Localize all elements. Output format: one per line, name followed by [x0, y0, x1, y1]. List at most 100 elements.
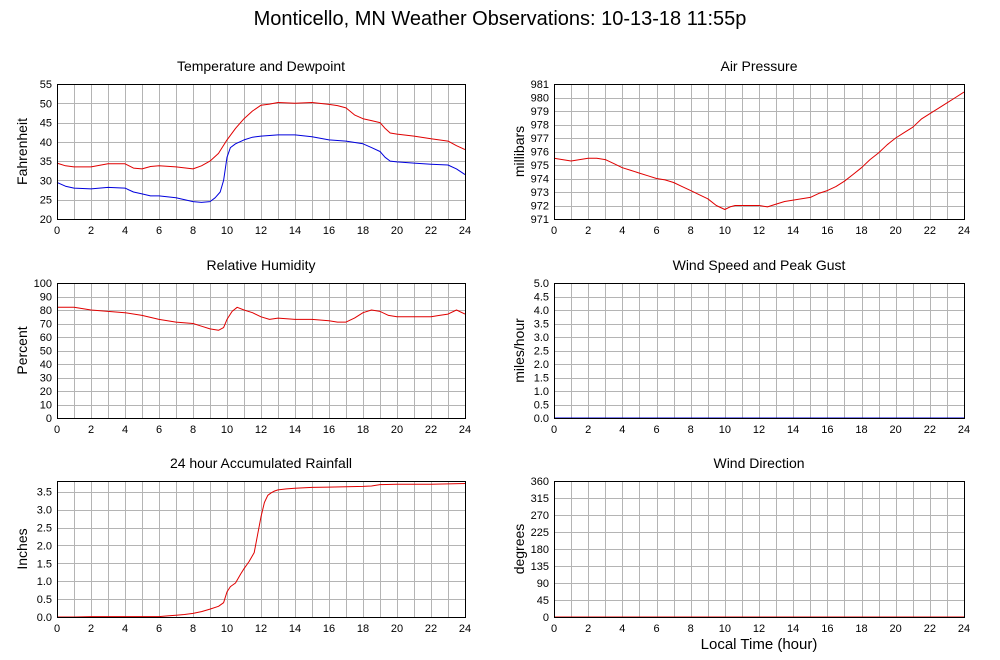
x-tick-label: 12 [753, 424, 765, 436]
plot-frame [57, 283, 466, 419]
x-tick-label: 10 [221, 623, 233, 635]
x-tick-label: 16 [323, 623, 335, 635]
y-tick-label: 50 [40, 98, 52, 110]
plot-frame [554, 283, 965, 419]
x-tick-label: 6 [156, 623, 162, 635]
x-tick-label: 6 [653, 225, 659, 237]
y-tick-label: 979 [531, 106, 549, 118]
x-tick-label: 16 [323, 225, 335, 237]
x-tick-label: 12 [255, 424, 267, 436]
y-tick-label: 45 [537, 595, 549, 607]
x-tick-label: 14 [787, 424, 799, 436]
series-line-1 [57, 483, 466, 618]
x-tick-label: 22 [425, 225, 437, 237]
x-tick-label: 0 [551, 623, 557, 635]
x-tick-label: 14 [289, 623, 301, 635]
y-tick-label: 974 [531, 174, 549, 186]
page-title: Monticello, MN Weather Observations: 10-… [253, 8, 747, 30]
x-tick-label: 14 [787, 225, 799, 237]
y-tick-label: 50 [40, 346, 52, 358]
y-tick-label: 20 [40, 214, 52, 226]
y-tick-label: 2.5 [534, 346, 549, 358]
x-tick-label: 0 [551, 225, 557, 237]
x-tick-label: 6 [156, 424, 162, 436]
x-tick-label: 2 [585, 424, 591, 436]
x-tick-label: 24 [459, 225, 471, 237]
x-tick-label: 22 [924, 424, 936, 436]
x-tick-label: 2 [88, 225, 94, 237]
x-tick-label: 24 [958, 225, 970, 237]
y-tick-label: 981 [531, 79, 549, 91]
global-x-axis-label: Local Time (hour) [700, 636, 818, 653]
x-tick-label: 24 [958, 623, 970, 635]
x-tick-label: 20 [890, 424, 902, 436]
plot-frame [57, 481, 466, 618]
chart-title: Temperature and Dewpoint [177, 58, 345, 74]
x-tick-label: 24 [459, 623, 471, 635]
y-axis-label: Fahrenheit [14, 118, 30, 185]
x-tick-label: 20 [391, 424, 403, 436]
series-line-1 [553, 91, 965, 210]
y-tick-label: 0 [543, 612, 549, 624]
y-tick-label: 972 [531, 201, 549, 213]
y-tick-label: 971 [531, 214, 549, 226]
series-line-1 [56, 102, 466, 170]
y-tick-label: 10 [40, 400, 52, 412]
y-tick-label: 100 [34, 278, 52, 290]
y-tick-label: 977 [531, 133, 549, 145]
y-tick-label: 0.5 [37, 594, 52, 606]
y-tick-label: 270 [531, 510, 549, 522]
x-tick-label: 8 [190, 225, 196, 237]
y-tick-label: 2.0 [534, 359, 549, 371]
y-tick-label: 20 [40, 386, 52, 398]
x-tick-label: 18 [855, 225, 867, 237]
y-axis-label: Inches [14, 528, 30, 569]
y-tick-label: 30 [40, 373, 52, 385]
x-tick-label: 6 [653, 424, 659, 436]
x-tick-label: 0 [551, 424, 557, 436]
y-tick-label: 25 [40, 195, 52, 207]
x-tick-label: 10 [221, 424, 233, 436]
y-tick-label: 2.5 [37, 523, 52, 535]
y-tick-label: 0.0 [534, 413, 549, 425]
y-axis-label: miles/hour [511, 318, 527, 383]
chart-title: 24 hour Accumulated Rainfall [170, 455, 352, 471]
x-tick-label: 18 [357, 424, 369, 436]
x-tick-label: 20 [890, 225, 902, 237]
x-tick-label: 8 [190, 623, 196, 635]
chart-title: Air Pressure [720, 58, 797, 74]
y-tick-label: 1.5 [37, 558, 52, 570]
x-tick-label: 6 [156, 225, 162, 237]
x-tick-label: 10 [719, 424, 731, 436]
y-tick-label: 0 [46, 413, 52, 425]
x-tick-label: 18 [357, 225, 369, 237]
x-tick-label: 14 [787, 623, 799, 635]
x-tick-label: 4 [619, 623, 625, 635]
y-tick-label: 0.5 [534, 400, 549, 412]
x-tick-label: 22 [924, 225, 936, 237]
y-tick-label: 180 [531, 544, 549, 556]
y-tick-label: 0.0 [37, 612, 52, 624]
series-line-1 [57, 306, 466, 331]
y-tick-label: 975 [531, 160, 549, 172]
y-tick-label: 4.0 [534, 305, 549, 317]
y-tick-label: 360 [531, 476, 549, 488]
y-tick-label: 980 [531, 93, 549, 105]
x-tick-label: 4 [122, 623, 128, 635]
y-tick-label: 40 [40, 359, 52, 371]
x-tick-label: 14 [289, 424, 301, 436]
x-tick-label: 24 [958, 424, 970, 436]
y-tick-label: 55 [40, 79, 52, 91]
x-tick-label: 22 [425, 424, 437, 436]
x-tick-label: 6 [653, 623, 659, 635]
x-tick-label: 12 [255, 623, 267, 635]
y-tick-label: 80 [40, 305, 52, 317]
y-tick-label: 40 [40, 137, 52, 149]
series-line-2 [56, 134, 466, 203]
x-tick-label: 16 [821, 623, 833, 635]
x-tick-label: 12 [255, 225, 267, 237]
